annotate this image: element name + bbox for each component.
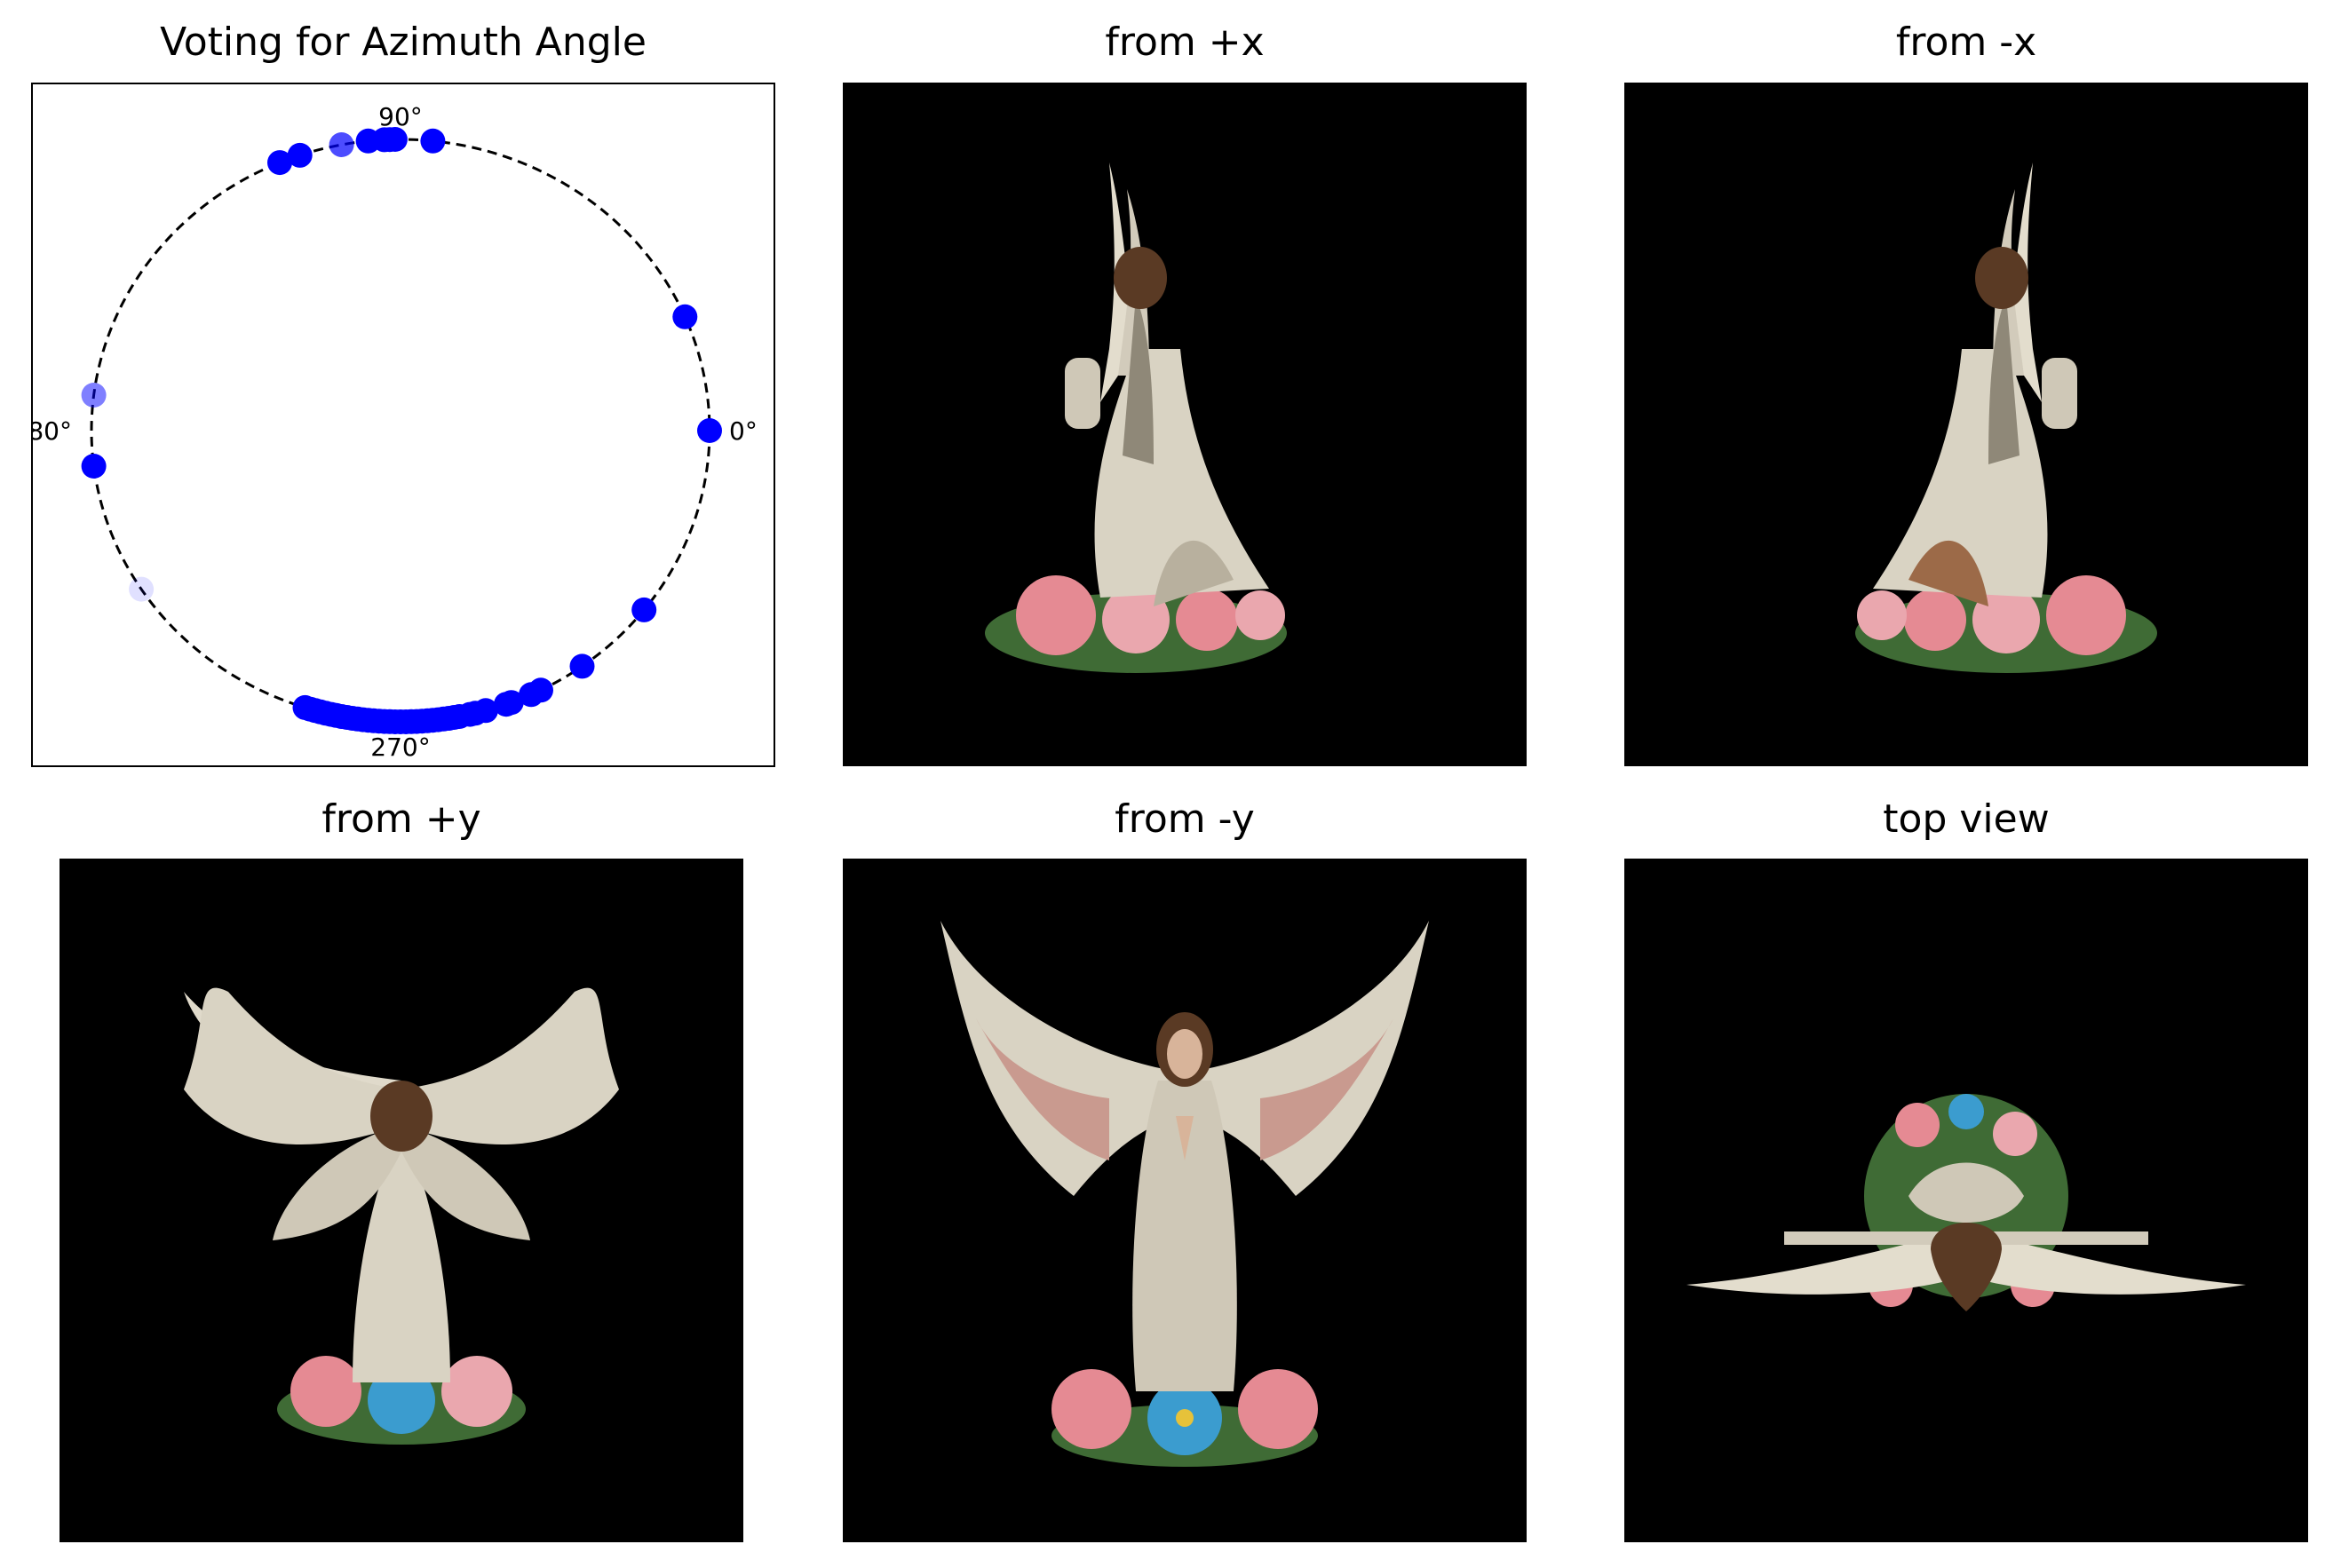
vote-point xyxy=(355,128,381,154)
vote-point xyxy=(287,142,313,168)
top-view xyxy=(1624,859,2308,1542)
from-px-title: from +x xyxy=(1105,20,1265,65)
from-ny-title: from -y xyxy=(1115,796,1255,842)
vote-point xyxy=(631,597,657,622)
vote-point xyxy=(498,690,524,716)
figurine-top-icon xyxy=(1686,1094,2246,1311)
angle-tick-label: 180° xyxy=(33,416,72,446)
angle-tick-label: 90° xyxy=(378,102,423,131)
vote-point xyxy=(569,653,595,679)
vote-point xyxy=(267,150,292,176)
vote-point xyxy=(528,677,553,703)
from-nx-view xyxy=(1624,83,2308,766)
from-nx-title: from -x xyxy=(1895,20,2037,65)
from-py-title: from +y xyxy=(321,796,481,842)
figurine-side-icon xyxy=(985,162,1287,673)
guide-circle xyxy=(90,138,711,724)
figurine-side-icon xyxy=(1855,162,2157,673)
vote-point xyxy=(697,418,722,443)
polar-title: Voting for Azimuth Angle xyxy=(160,20,647,65)
vote-point xyxy=(472,698,498,724)
vote-point xyxy=(672,304,698,329)
figurine-back-icon xyxy=(184,987,619,1445)
vote-point xyxy=(81,383,107,408)
from-ny-view xyxy=(843,859,1527,1542)
from-px-view xyxy=(843,83,1527,766)
vote-point xyxy=(129,576,155,602)
figurine-front-icon xyxy=(940,921,1429,1467)
polar-chart-frame: 0° 90° 180° 270° xyxy=(31,83,775,767)
polar-chart: 0° 90° 180° 270° xyxy=(33,102,758,762)
vote-point xyxy=(329,132,354,157)
vote-point xyxy=(81,454,107,479)
angle-tick-label: 0° xyxy=(729,416,758,446)
angle-tick-label: 270° xyxy=(370,733,430,762)
from-py-view xyxy=(60,859,743,1542)
vote-point xyxy=(420,128,446,154)
top-view-title: top view xyxy=(1883,796,2050,842)
